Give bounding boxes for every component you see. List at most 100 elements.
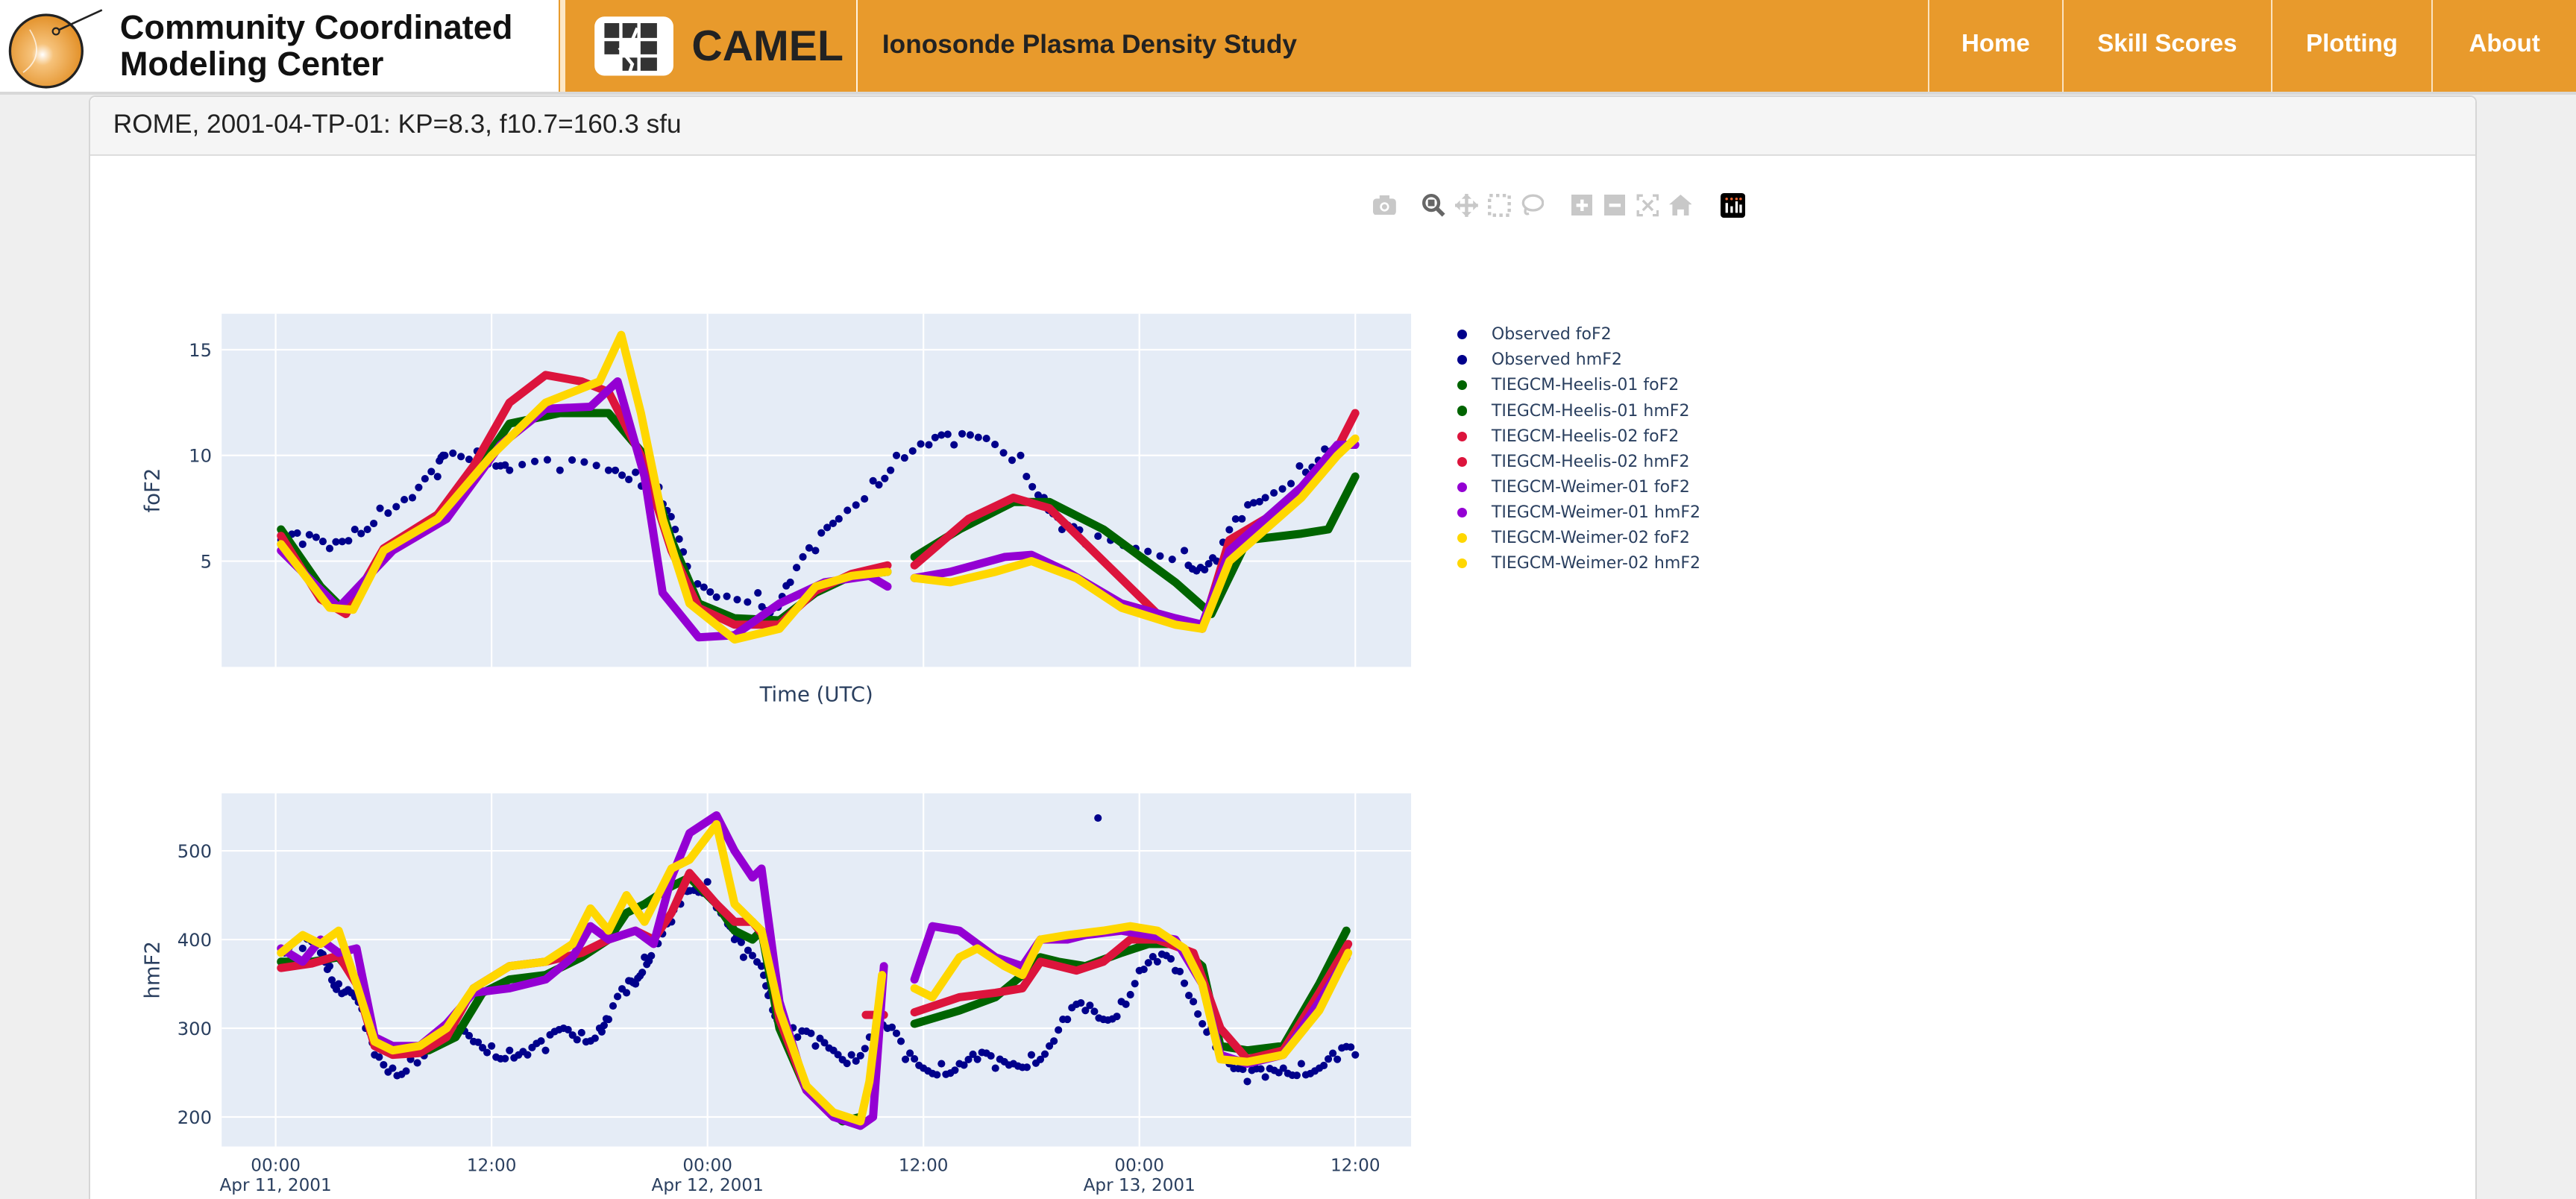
observed-point [506, 466, 514, 474]
observed-point [792, 563, 801, 572]
legend-item[interactable]: TIEGCM-Weimer-01 foF2 [1454, 474, 1700, 500]
ccmc-brand[interactable]: Community Coordinated Modeling Center [0, 0, 559, 92]
observed-point [1131, 979, 1139, 987]
observed-point [733, 595, 741, 603]
org-line-1: Community Coordinated [119, 8, 513, 47]
observed-point [1201, 565, 1209, 573]
series-layer [277, 811, 1360, 1130]
legend-item[interactable]: Observed hmF2 [1454, 347, 1700, 373]
observed-point [820, 1039, 829, 1047]
observed-point [739, 953, 747, 961]
y-tick-label: 200 [178, 1107, 212, 1128]
observed-point [888, 1023, 896, 1031]
camel-brand[interactable]: CAMEL [593, 15, 844, 78]
plotly-logo-icon[interactable] [1720, 192, 1746, 218]
legend-item[interactable]: TIEGCM-Heelis-01 foF2 [1454, 373, 1700, 398]
pan-icon[interactable] [1454, 192, 1480, 218]
box-select-icon[interactable] [1486, 192, 1512, 218]
observed-point [298, 540, 307, 548]
observed-point [1261, 494, 1269, 502]
lasso-icon[interactable] [1519, 192, 1545, 218]
plotly-figure[interactable]: 5 10 15 foF2 Time (UTC) 200 300 400 500 hmF2 00:00… [90, 97, 2475, 1199]
observed-point [427, 468, 436, 476]
legend-item[interactable]: TIEGCM-Heelis-02 foF2 [1454, 424, 1700, 449]
observed-point [441, 451, 449, 459]
observed-point [1292, 1071, 1301, 1080]
observed-point [1028, 482, 1037, 491]
nav-skill-scores[interactable]: Skill Scores [2062, 0, 2271, 92]
legend-item[interactable]: TIEGCM-Weimer-02 hmF2 [1454, 551, 1700, 576]
observed-point [933, 1071, 941, 1079]
observed-point [600, 1021, 608, 1030]
observed-point [647, 951, 656, 960]
zoom-in-icon[interactable] [1568, 192, 1595, 218]
observed-point [973, 1055, 981, 1063]
y-axis-title: hmF2 [140, 941, 164, 999]
divider [560, 0, 565, 92]
observed-point [843, 1059, 851, 1067]
observed-point [1180, 979, 1189, 987]
reset-axes-icon[interactable] [1667, 192, 1693, 218]
x-tick-time: 00:00 [682, 1156, 732, 1175]
observed-point [908, 447, 917, 455]
observed-point [325, 962, 333, 970]
observed-point [799, 553, 807, 561]
observed-point [1351, 1051, 1360, 1059]
observed-point [1045, 1042, 1054, 1050]
zoom-icon[interactable] [1421, 192, 1447, 218]
legend-item[interactable]: Observed foF2 [1454, 322, 1700, 347]
nav-plotting[interactable]: Plotting [2270, 0, 2432, 92]
observed-point [1194, 1010, 1202, 1018]
observed-point [1153, 957, 1161, 966]
legend-item[interactable]: TIEGCM-Heelis-01 hmF2 [1454, 398, 1700, 424]
observed-point [835, 514, 843, 523]
legend-item[interactable]: TIEGCM-Weimer-01 hmF2 [1454, 500, 1700, 526]
panel-header: ROME, 2001-04-TP-01: KP=8.3, f10.7=160.3… [89, 96, 2476, 156]
observed-point [950, 441, 958, 449]
observed-point [887, 466, 895, 474]
observed-point [1231, 514, 1240, 523]
legend-item[interactable]: TIEGCM-Heelis-02 hmF2 [1454, 449, 1700, 474]
observed-point [991, 1064, 999, 1072]
observed-point [911, 1054, 919, 1063]
observed-point [380, 1060, 388, 1069]
observed-point [413, 1059, 421, 1067]
observed-point [1149, 952, 1157, 960]
nav-about[interactable]: About [2431, 0, 2576, 92]
observed-point [1008, 456, 1017, 464]
legend-item[interactable]: TIEGCM-Weimer-02 foF2 [1454, 526, 1700, 551]
observed-point [754, 588, 762, 597]
observed-point [1113, 1012, 1121, 1020]
observed-point [334, 980, 343, 988]
observed-point [937, 431, 946, 439]
observed-point [624, 475, 633, 483]
autoscale-icon[interactable] [1634, 192, 1660, 218]
observed-point [609, 1001, 618, 1010]
y-axis-title: foF2 [140, 468, 164, 512]
top-navbar: Community Coordinated Modeling Center CA… [0, 0, 2576, 95]
observed-point [1278, 485, 1287, 493]
observed-point [1225, 526, 1234, 534]
x-tick-date: Apr 12, 2001 [651, 1176, 763, 1195]
series-layer [277, 330, 1360, 643]
observed-point [757, 962, 766, 970]
zoom-out-icon[interactable] [1601, 192, 1627, 218]
observed-point [1347, 1043, 1355, 1051]
nav-home[interactable]: Home [1927, 0, 2062, 92]
observed-point [1144, 547, 1152, 556]
camera-icon[interactable] [1372, 192, 1398, 218]
legend-marker [1457, 380, 1467, 391]
observed-point [875, 480, 883, 489]
observed-point [474, 1038, 483, 1046]
x-tick-time: 12:00 [899, 1156, 949, 1175]
observed-point [556, 466, 564, 474]
observed-point [852, 1057, 860, 1065]
legend-label: TIEGCM-Heelis-02 foF2 [1491, 427, 1680, 446]
observed-point [357, 529, 365, 538]
observed-point [305, 530, 313, 539]
observed-point [744, 946, 752, 954]
observed-point [345, 536, 353, 545]
org-line-2: Modeling Center [119, 44, 384, 83]
observed-point [456, 453, 465, 461]
